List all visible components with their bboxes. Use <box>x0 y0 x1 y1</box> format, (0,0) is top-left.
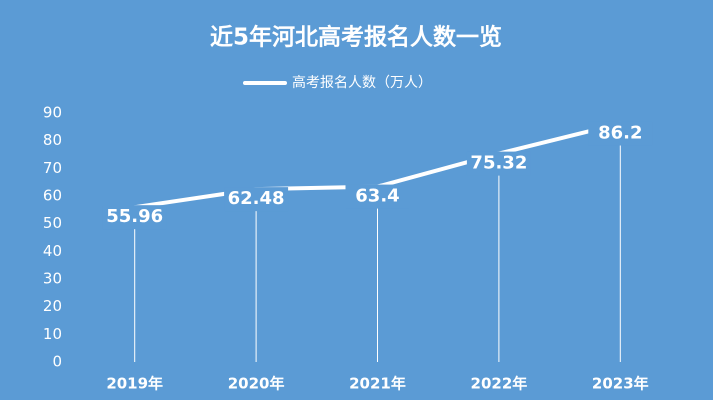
data-label: 55.96 <box>106 206 163 227</box>
data-label-bg <box>224 187 289 212</box>
data-label-bg <box>466 151 531 176</box>
legend-label: 高考报名人数（万人） <box>292 74 432 91</box>
data-label: 75.32 <box>470 153 527 174</box>
y-tick-label: 10 <box>43 325 62 343</box>
y-tick-label: 60 <box>43 187 62 205</box>
y-tick-label: 20 <box>43 297 62 315</box>
y-tick-label: 80 <box>43 131 62 149</box>
x-tick-label: 2019年 <box>106 375 163 393</box>
data-label-bg <box>588 121 653 146</box>
y-tick-label: 0 <box>52 353 62 371</box>
data-label-bg <box>345 184 410 209</box>
x-tick-label: 2022年 <box>471 375 528 393</box>
data-label-bg <box>102 205 167 230</box>
data-label: 62.48 <box>228 188 285 209</box>
y-tick-label: 30 <box>43 270 62 288</box>
data-label: 86.2 <box>598 123 642 144</box>
y-tick-label: 70 <box>43 159 62 177</box>
y-tick-label: 50 <box>43 214 62 232</box>
chart-title: 近5年河北高考报名人数一览 <box>210 24 502 51</box>
y-tick-label: 40 <box>43 242 62 260</box>
y-tick-label: 90 <box>43 104 62 122</box>
data-label: 63.4 <box>355 186 399 207</box>
x-tick-label: 2020年 <box>228 375 285 393</box>
x-tick-label: 2021年 <box>349 375 406 393</box>
x-tick-label: 2023年 <box>592 375 649 393</box>
